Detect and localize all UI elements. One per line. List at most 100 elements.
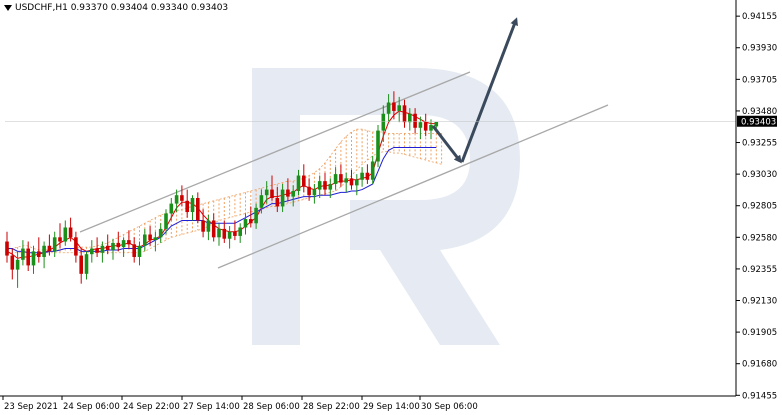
candle [302,164,306,193]
candle [249,206,253,228]
candle [333,167,338,190]
candle [312,183,317,204]
price-axis[interactable]: 0.94155 0.93930 0.93705 0.93480 0.93255 0.930… [735,0,777,401]
candle-body [116,242,121,248]
price-tick-label: 0.93480 [742,107,777,117]
candle-body [413,113,417,128]
candle [211,213,216,242]
candle-body [174,195,179,204]
watermark-logo [252,68,520,345]
candle [5,231,9,263]
candle [392,91,396,120]
dropdown-triangle-icon[interactable] [4,4,12,11]
channel-lower-line[interactable] [217,104,609,269]
candle [132,237,136,263]
candle-body [26,248,30,266]
price-tick-label: 0.91905 [742,328,777,338]
candle [217,223,221,246]
candle-body [79,255,83,274]
candle [190,195,195,221]
candle-body [143,234,147,246]
time-axis-ticks: 23 Sep 2021 24 Sep 06:00 24 Sep 22:00 27 Se… [2,396,478,412]
candle-body [211,220,216,238]
candle-body [206,220,211,232]
candle [95,237,99,257]
trend-channel[interactable] [79,71,609,269]
candle-body [291,190,295,197]
price-tick-label: 0.94155 [742,12,777,22]
candle [238,223,242,243]
candle [206,214,211,241]
candle-body [90,248,94,255]
candle-body [84,254,89,274]
candle-body [370,161,375,180]
candle [68,217,73,242]
candle [370,155,375,184]
candle-body [190,198,195,213]
candle-body [429,124,433,131]
price-axis-ticks: 0.94155 0.93930 0.93705 0.93480 0.93255 0.930… [736,12,777,401]
candle [180,185,184,207]
candle-body [355,179,359,186]
candle-body [402,105,407,123]
current-price-tag: 0.93403 [737,115,777,128]
candle-body [344,178,348,183]
price-tick-label: 0.91680 [742,360,777,370]
candle [21,240,25,266]
forecast-arrow[interactable] [431,17,518,164]
candle-body [227,231,232,239]
candle [169,198,174,221]
candle [344,172,348,193]
candle [26,241,30,272]
price-tick-label: 0.92805 [742,202,777,212]
senkou-span-b [6,151,442,255]
candle [111,238,115,260]
candle [42,241,46,269]
forecast-arrow-down[interactable] [431,125,462,164]
candle [386,94,391,123]
candle-body [349,178,354,186]
tenkan-sen [6,110,437,259]
candle [259,189,264,214]
candle-body [423,122,428,131]
forecast-arrow-up[interactable] [460,17,518,163]
candle-body [323,181,327,190]
candle-body [418,122,423,128]
candle [360,167,364,187]
channel-upper-line[interactable] [79,71,471,233]
current-price-tag-text: 0.93403 [741,118,776,128]
candle-body [169,203,174,214]
candle-body [132,244,136,257]
candle-body [339,174,343,183]
candle-body [392,102,396,111]
candle-body [302,175,306,187]
candle [121,237,126,257]
candle [328,178,333,198]
candle [201,209,205,238]
candle-body [10,255,15,270]
candle [74,231,78,263]
candle [264,181,269,204]
time-tick-label: 30 Sep 06:00 [421,402,478,412]
candle-body [47,245,52,252]
candle [153,231,158,252]
candle [254,203,258,229]
candle-body [317,181,322,190]
candle [15,251,20,288]
kijun-line [7,146,437,254]
candle [116,231,121,252]
candle-body [111,242,115,250]
candle [307,178,311,201]
candle [233,220,237,241]
candle [280,183,285,213]
candle [317,175,322,198]
candle-body [31,251,36,266]
candle-body [158,228,163,238]
candle-body [201,220,205,232]
candle [148,226,152,246]
candle [196,192,200,224]
candle-body [233,231,237,236]
time-axis[interactable]: 23 Sep 2021 24 Sep 06:00 24 Sep 22:00 27 Se… [0,395,736,412]
